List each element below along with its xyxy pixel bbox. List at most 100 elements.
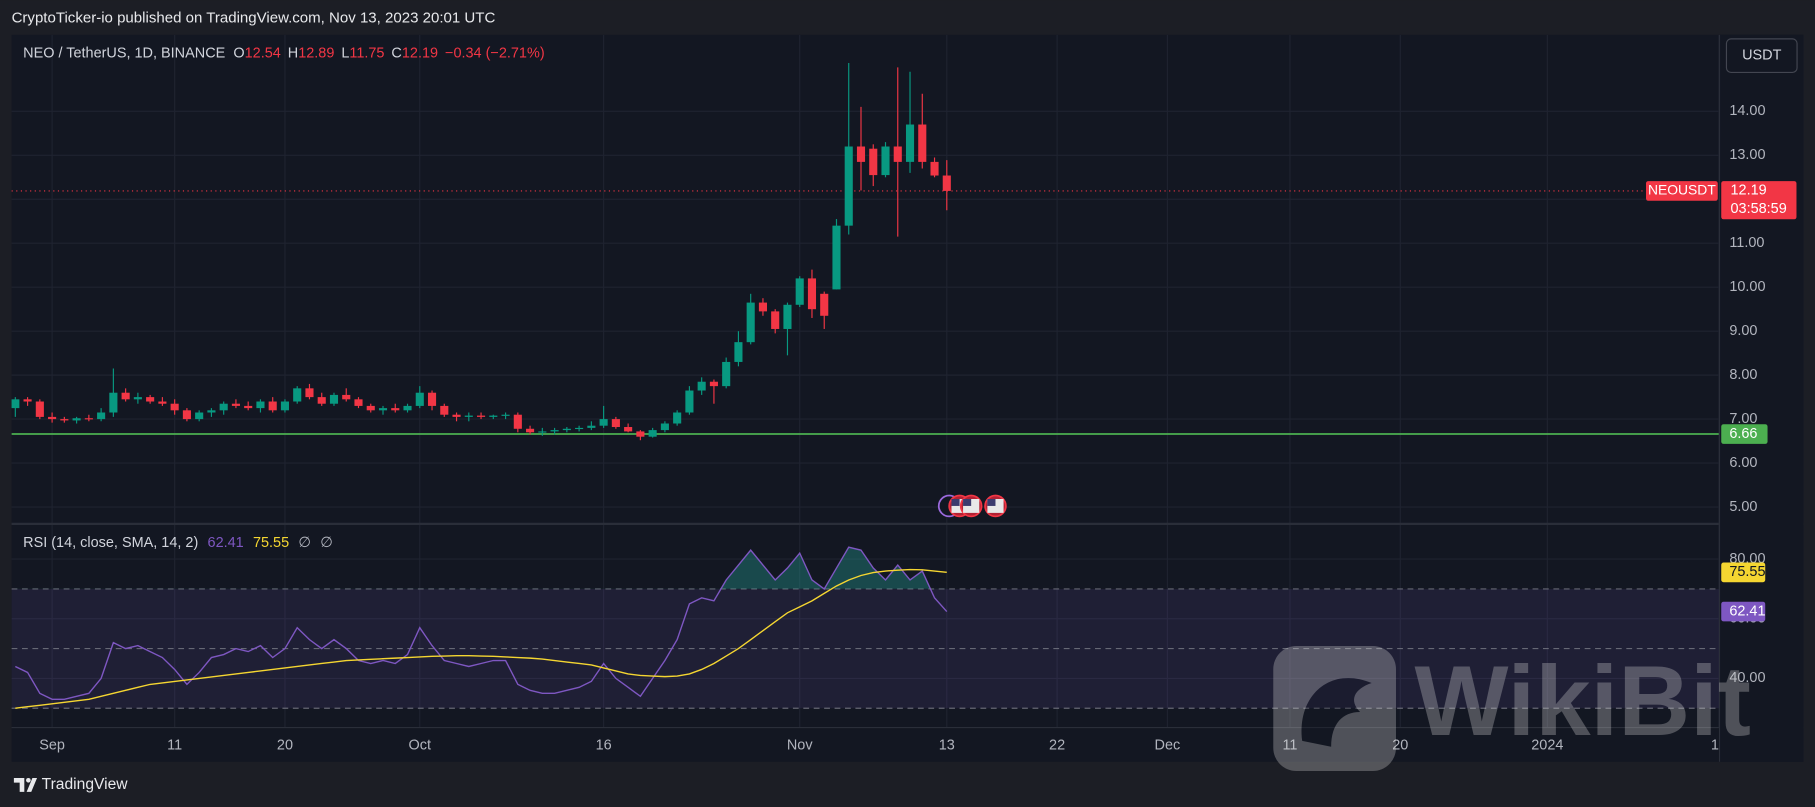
candle-body bbox=[893, 146, 902, 162]
candle-body bbox=[771, 311, 780, 329]
candle-body bbox=[942, 175, 951, 191]
y-tick-label: 10.00 bbox=[1729, 279, 1765, 295]
x-tick-label: 16 bbox=[596, 737, 612, 753]
currency-button-label[interactable]: USDT bbox=[1742, 47, 1782, 63]
rsi-legend: RSI (14, close, SMA, 14, 2) 62.41 75.55 ∅ ∅ bbox=[23, 535, 333, 551]
candle-body bbox=[452, 414, 461, 417]
x-tick-label: 22 bbox=[1049, 737, 1065, 753]
x-tick-label: 13 bbox=[939, 737, 955, 753]
candle-body bbox=[170, 403, 179, 411]
rsi-line bbox=[15, 568, 947, 709]
candle-body bbox=[611, 419, 620, 428]
candle-body bbox=[820, 293, 829, 316]
candle-body bbox=[231, 403, 240, 406]
candle-body bbox=[709, 381, 718, 387]
candle-body bbox=[832, 225, 841, 290]
candle-body bbox=[415, 392, 424, 406]
legend-change: −0.34 (−2.71%) bbox=[445, 45, 545, 61]
header: CryptoTicker-io published on TradingView… bbox=[12, 10, 496, 27]
hline-tag bbox=[1721, 424, 1768, 444]
candle-body bbox=[746, 302, 755, 343]
candle-body bbox=[84, 418, 93, 420]
y-tick-label: 9.00 bbox=[1729, 323, 1757, 339]
candle-body bbox=[477, 415, 486, 417]
candle-body bbox=[146, 397, 155, 402]
candle-body bbox=[280, 401, 290, 411]
x-tick-label: Nov bbox=[787, 737, 813, 753]
symbol-tag-label: NEOUSDT bbox=[1648, 182, 1716, 198]
y-tick-label: 8.00 bbox=[1729, 367, 1757, 383]
rsi-pane bbox=[11, 546, 1719, 709]
candle-body bbox=[526, 428, 535, 433]
event-markers bbox=[937, 494, 1007, 518]
rsi-legend-extra: ∅ bbox=[298, 535, 311, 551]
candle-body bbox=[869, 148, 878, 176]
candle-body bbox=[599, 419, 608, 426]
legend-key: H bbox=[288, 45, 298, 61]
y-tick-label: 40.00 bbox=[1729, 670, 1765, 686]
legend-title: NEO / TetherUS, 1D, BINANCE bbox=[23, 45, 225, 61]
price-axis bbox=[1718, 34, 1804, 762]
rsi-tag-label: 75.55 bbox=[1729, 564, 1765, 580]
candle-body bbox=[722, 361, 731, 387]
flag bbox=[987, 498, 996, 506]
rsi-legend-extra: ∅ bbox=[320, 535, 333, 551]
candle-body bbox=[464, 415, 473, 417]
x-tick-label: 20 bbox=[277, 737, 293, 753]
candle-body bbox=[293, 388, 302, 402]
legend-key: C bbox=[391, 45, 401, 61]
candle-body bbox=[219, 403, 228, 411]
countdown-label: 03:58:59 bbox=[1731, 201, 1787, 217]
legend-value: 12.54 bbox=[245, 45, 281, 61]
candle-body bbox=[636, 431, 645, 437]
footer-logo-dot bbox=[26, 777, 31, 783]
candle-body bbox=[182, 410, 191, 420]
candle-body bbox=[317, 397, 326, 404]
overbought-fill bbox=[15, 547, 947, 589]
candle-body bbox=[930, 161, 939, 176]
currency-button[interactable]: USDT bbox=[1725, 38, 1798, 74]
candle-body bbox=[121, 392, 130, 400]
candle-body bbox=[905, 124, 915, 162]
candle-body bbox=[538, 431, 547, 433]
grid bbox=[11, 34, 1720, 728]
x-tick-label: 11 bbox=[167, 737, 182, 753]
price-tag bbox=[1721, 181, 1797, 220]
watermark-text: WikiBit bbox=[1414, 646, 1750, 757]
candle-body bbox=[758, 302, 767, 312]
footer: TradingView bbox=[13, 776, 128, 793]
candle-body bbox=[72, 418, 81, 421]
candle-body bbox=[562, 428, 571, 431]
rsi-tag bbox=[1721, 601, 1766, 622]
symbol-tag bbox=[1646, 181, 1718, 201]
rsi-legend-value: 75.55 bbox=[253, 535, 289, 551]
price-pane bbox=[11, 62, 1719, 441]
legend-key: O bbox=[233, 45, 244, 61]
candle-body bbox=[783, 304, 792, 329]
x-tick-label: Dec bbox=[1155, 737, 1181, 753]
candle-body bbox=[207, 410, 216, 413]
candle-body bbox=[305, 388, 314, 398]
candle-body bbox=[342, 394, 351, 400]
candle-body bbox=[60, 419, 69, 421]
x-tick-label: 2024 bbox=[1531, 737, 1563, 753]
currency-button-frame[interactable] bbox=[1725, 38, 1798, 74]
candle-body bbox=[881, 146, 890, 176]
candle-body bbox=[403, 405, 412, 411]
candle-body bbox=[844, 146, 853, 226]
legend-value: 12.89 bbox=[298, 45, 334, 61]
candle-body bbox=[807, 278, 817, 310]
candle-body bbox=[256, 401, 265, 409]
watermark: WikiBit bbox=[1273, 646, 1751, 772]
candle-body bbox=[575, 427, 584, 430]
candle-body bbox=[48, 416, 57, 420]
candle-body bbox=[133, 397, 142, 400]
candle-body bbox=[244, 405, 253, 409]
watermark-logo bbox=[1273, 646, 1396, 772]
candle-body bbox=[648, 430, 657, 437]
symbol-legend: NEO / TetherUS, 1D, BINANCE O12.54 H12.89 L… bbox=[23, 45, 544, 61]
price-tag-label: 12.19 bbox=[1731, 183, 1767, 199]
candle-body bbox=[501, 414, 510, 416]
candle-body bbox=[366, 405, 375, 411]
